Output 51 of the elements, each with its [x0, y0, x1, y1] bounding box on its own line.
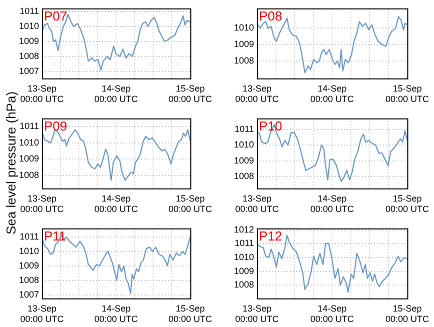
x-tick-label: 15-Sep 00:00 UTC — [168, 83, 212, 104]
x-tick-label: 15-Sep 00:00 UTC — [385, 83, 430, 104]
y-tick-label: 1010 — [18, 246, 39, 256]
y-tick-label: 1008 — [18, 170, 39, 180]
y-tick-label: 1011 — [20, 232, 39, 242]
y-tick-label: 1011 — [20, 6, 39, 16]
y-tick-label: 1011 — [20, 121, 39, 132]
x-tick-label: 15-Sep 00:00 UTC — [385, 193, 430, 214]
annotation: P09 — [44, 118, 68, 134]
annotation: P11 — [44, 228, 66, 244]
annotation: P12 — [259, 228, 282, 244]
y-tick-label: 1008 — [234, 56, 254, 66]
y-tick-label: 1007 — [18, 289, 39, 300]
x-tick-label: 13-Sep 00:00 UTC — [235, 303, 280, 324]
y-tick-label: 1009 — [18, 36, 39, 46]
x-tick-label: 14-Sep 00:00 UTC — [310, 83, 354, 104]
x-tick-label: 14-Sep 00:00 UTC — [310, 303, 354, 324]
y-tick-label: 1010 — [18, 20, 39, 31]
y-tick-label: 1011 — [234, 238, 254, 248]
x-tick-label: 15-Sep 00:00 UTC — [168, 303, 212, 324]
y-tick-label: 1009 — [234, 155, 254, 166]
x-tick-label: 14-Sep 00:00 UTC — [310, 193, 354, 214]
x-tick-label: 13-Sep 00:00 UTC — [20, 83, 64, 104]
x-tick-label: 13-Sep 00:00 UTC — [235, 83, 280, 104]
y-tick-label: 1007 — [18, 66, 39, 76]
y-tick-label: 1011 — [234, 124, 254, 134]
annotation: P07 — [44, 8, 68, 24]
y-tick-label: 1008 — [234, 171, 254, 182]
x-tick-label: 13-Sep 00:00 UTC — [20, 303, 64, 324]
y-tick-label: 1009 — [234, 39, 254, 50]
y-tick-label: 1009 — [18, 260, 39, 270]
y-tick-label: 1010 — [234, 22, 254, 33]
y-tick-label: 1009 — [234, 266, 254, 276]
annotation: P08 — [259, 8, 282, 24]
x-tick-label: 13-Sep 00:00 UTC — [235, 193, 280, 214]
x-tick-label: 14-Sep 00:00 UTC — [94, 303, 138, 324]
y-tick-label: 1008 — [234, 280, 254, 290]
x-tick-label: 14-Sep 00:00 UTC — [94, 83, 138, 104]
y-tick-label: 1008 — [18, 274, 39, 285]
y-tick-label: 1008 — [18, 51, 39, 62]
y-tick-label: 1012 — [234, 224, 254, 234]
annotation: P10 — [259, 118, 282, 134]
x-tick-label: 14-Sep 00:00 UTC — [94, 193, 138, 214]
x-tick-label: 15-Sep 00:00 UTC — [385, 303, 430, 324]
x-tick-label: 15-Sep 00:00 UTC — [168, 193, 212, 214]
y-tick-label: 1010 — [234, 252, 254, 262]
y-axis-title: Sea level pressure (hPa) — [4, 91, 18, 235]
y-tick-label: 1010 — [18, 137, 39, 148]
y-tick-label: 1010 — [234, 140, 254, 150]
y-tick-label: 1009 — [18, 154, 39, 164]
x-tick-label: 13-Sep 00:00 UTC — [20, 193, 64, 214]
